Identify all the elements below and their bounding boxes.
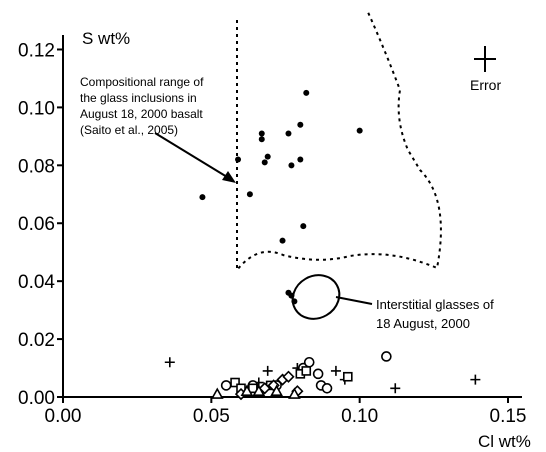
data-point-dot: [288, 162, 295, 169]
axes: [62, 35, 522, 398]
x-axis-title: Cl wt%: [478, 432, 531, 451]
data-point-dot: [258, 136, 265, 143]
interstitial-annotation: Interstitial glasses of 18 August, 2000: [376, 297, 497, 331]
data-point-square: [230, 377, 240, 388]
annotation-line: (Saito et al., 2005): [80, 123, 178, 137]
y-tick-label: 0.08: [18, 156, 55, 177]
data-marks: [164, 89, 481, 401]
data-point-plus: [470, 374, 481, 385]
data-point-dot: [303, 89, 310, 96]
data-point-dot: [199, 194, 206, 201]
error-cross: [474, 46, 496, 72]
data-point-dot: [235, 156, 242, 163]
data-point-triangle: [270, 384, 283, 397]
data-point-plus: [262, 365, 273, 376]
annotation-line: the glass inclusions in: [80, 91, 197, 105]
data-point-dot: [279, 237, 286, 244]
data-point-dot: [288, 292, 295, 299]
interstitial-glass-ellipse: [291, 274, 341, 320]
y-tick-label: 0.12: [18, 40, 55, 61]
data-point-triangle: [288, 387, 301, 399]
y-tick-label: 0.06: [18, 214, 55, 235]
y-tick-label: 0.00: [18, 388, 55, 409]
data-point-dot: [285, 130, 292, 137]
x-tick-label: 0.00: [45, 406, 82, 427]
data-point-dot: [246, 191, 253, 198]
y-ticks: 0.00 0.02 0.04 0.06 0.08 0.10 0.12: [18, 40, 63, 409]
data-point-circle: [381, 351, 392, 362]
data-point-circle: [321, 383, 333, 394]
data-point-circle: [303, 356, 315, 368]
annotation-line: August 18, 2000 basalt: [80, 107, 203, 121]
interstitial-leader-line: [335, 296, 373, 305]
data-point-triangle: [240, 384, 254, 397]
glass-inclusion-range-envelope: [236, 9, 442, 273]
data-point-dot: [297, 121, 304, 128]
annotation-line: Interstitial glasses of: [376, 297, 494, 312]
error-label: Error: [470, 77, 501, 93]
glass-inclusions-arrow: [154, 132, 236, 183]
data-point-triangle: [210, 387, 224, 399]
data-point-dot: [261, 159, 268, 166]
data-point-plus: [330, 365, 341, 376]
annotation-line: 18 August, 2000: [376, 316, 470, 331]
data-point-plus: [390, 383, 401, 394]
annotation-line: Compositional range of: [80, 75, 204, 89]
x-tick-label: 0.05: [193, 406, 230, 427]
data-point-square: [342, 371, 353, 382]
data-point-dot: [356, 127, 363, 134]
data-point-square: [301, 366, 312, 376]
data-point-dot: [258, 130, 265, 137]
data-point-circle: [220, 380, 232, 391]
data-point-circle: [312, 368, 324, 380]
x-ticks: 0.00 0.05 0.10 0.15: [45, 397, 527, 427]
data-point-dot: [300, 223, 307, 230]
y-axis-title: S wt%: [82, 29, 130, 48]
data-point-diamond: [282, 370, 295, 383]
x-tick-label: 0.10: [341, 406, 378, 427]
x-tick-label: 0.15: [490, 406, 527, 427]
y-tick-label: 0.02: [18, 330, 55, 351]
y-tick-label: 0.04: [18, 272, 55, 293]
data-point-triangle: [252, 384, 266, 397]
data-point-dot: [297, 156, 304, 163]
data-point-plus: [164, 357, 175, 368]
glass-inclusions-annotation: Compositional range of the glass inclusi…: [80, 75, 207, 137]
y-tick-label: 0.10: [18, 98, 55, 119]
data-point-dot: [291, 298, 298, 305]
data-point-dot: [264, 153, 271, 160]
